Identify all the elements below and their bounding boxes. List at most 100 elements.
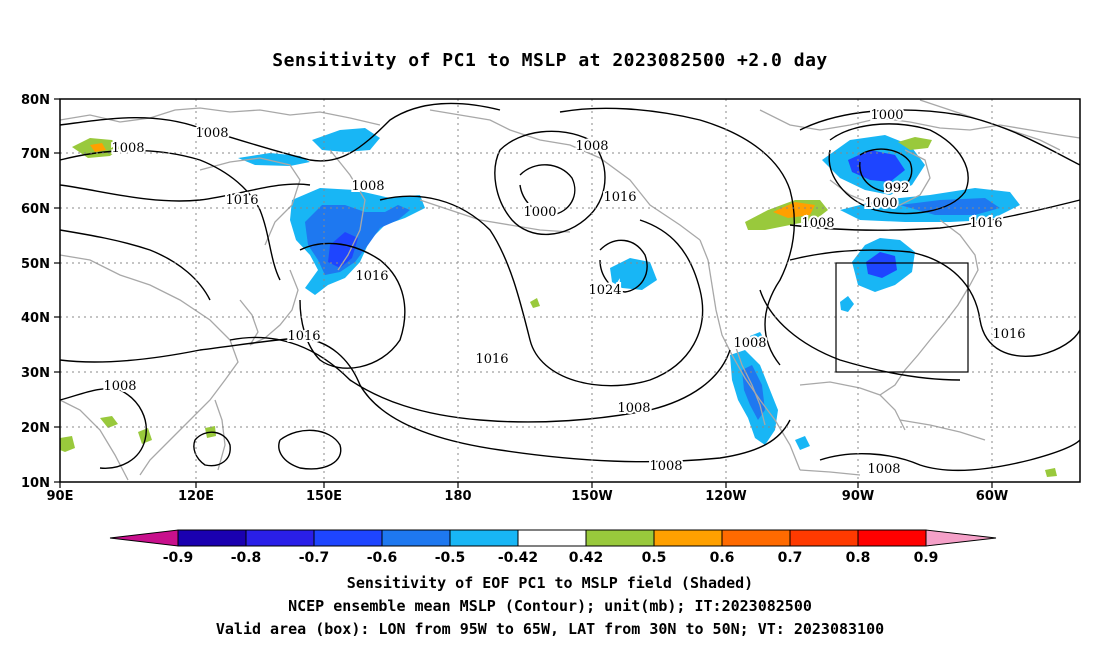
contour-d (59, 229, 211, 301)
shade-negative-hudson-core (848, 150, 905, 182)
contour-label: 1016 (969, 216, 1002, 231)
longitude-axis: 90E 120E 150E 180 150W 120W 90W 60W (47, 482, 1008, 504)
contour-n (859, 148, 913, 193)
caption-valid-area: Valid area (box): LON from 95W to 65W, L… (215, 620, 885, 638)
lat-tick-label: 30N (21, 366, 50, 381)
colorbar-segment (789, 529, 859, 547)
contour-label: 1016 (603, 190, 636, 205)
contour-s (59, 388, 147, 469)
shade-positive-atlantic (1045, 468, 1057, 477)
caption-shading: Sensitivity of EOF PC1 to MSLP field (Sh… (346, 574, 754, 592)
contour-label: 1008 (103, 379, 136, 394)
colorbar-label: -0.8 (231, 550, 262, 566)
colorbar-label: -0.7 (299, 550, 330, 566)
shade-negative-gulf-alaska (610, 258, 657, 290)
coast-okhotsk (199, 157, 301, 246)
coast-philippines (214, 399, 226, 471)
colorbar-segment (857, 529, 927, 547)
contour-label: 1008 (195, 126, 228, 141)
contour-k (559, 107, 795, 366)
contour-label: 1008 (351, 179, 384, 194)
contour-label: 1016 (287, 329, 320, 344)
contour-label: 1016 (992, 327, 1025, 342)
map-area: 1008 1008 1016 1008 1016 1016 1008 1000 1016 1024… (59, 98, 1081, 483)
graticule (60, 99, 1080, 482)
contour-m (828, 123, 969, 215)
colorbar-label: 0.7 (778, 550, 803, 566)
contour-u (278, 429, 342, 470)
shade-positive-sw (60, 436, 75, 452)
coast-baja (734, 344, 766, 426)
colorbar-arrow-left (109, 529, 179, 547)
shade-positive-pacific-a (530, 298, 540, 308)
contour-i (494, 130, 606, 236)
colorbar-segment (245, 529, 315, 547)
contour-label: 1008 (801, 216, 834, 231)
colorbar-segment (381, 529, 451, 547)
colorbar-segment (721, 529, 791, 547)
shade-negative-okhotsk (238, 153, 310, 166)
lat-tick-label: 80N (21, 93, 50, 108)
shade-negative-bering (312, 128, 380, 152)
lat-tick-label: 50N (21, 257, 50, 272)
colorbar-segment (653, 529, 723, 547)
lat-tick-label: 40N (21, 311, 50, 326)
contour-g (229, 336, 731, 423)
coast-cuba (899, 419, 986, 441)
shade-positive-scs-a (100, 416, 118, 428)
lon-tick-label: 120W (705, 489, 746, 504)
contour-label: 1000 (864, 196, 897, 211)
colorbar-label: -0.9 (163, 550, 194, 566)
contour-label: 1008 (617, 401, 650, 416)
coast-japan (249, 269, 299, 346)
valid-area-box (835, 262, 969, 373)
lon-tick-label: 150E (306, 489, 342, 504)
contour-p (789, 199, 1081, 231)
shade-negative-small-a (840, 296, 854, 312)
contour-label: 1016 (475, 352, 508, 367)
colorbar-segment (449, 529, 519, 547)
colorbar-label: -0.42 (498, 550, 538, 566)
colorbar-arrow-right (925, 529, 997, 547)
chart-title: Sensitivity of PC1 to MSLP at 2023082500… (272, 50, 828, 71)
shade-positive-scs-b (138, 428, 152, 444)
lon-tick-label: 150W (571, 489, 612, 504)
coast-gulf (799, 381, 906, 431)
lat-tick-label: 60N (21, 202, 50, 217)
contour-label: 1008 (575, 139, 608, 154)
shade-negative-labrador-core (900, 198, 1000, 215)
shade-negative-baja-core (742, 365, 765, 420)
contour-h (59, 337, 791, 463)
coast-korea (239, 299, 259, 346)
lat-tick-label: 20N (21, 421, 50, 436)
shade-positive-greenland (898, 137, 932, 150)
colorbar-label: 0.9 (914, 550, 939, 566)
coast-labrador (939, 219, 979, 286)
colorbar-label: 0.6 (710, 550, 735, 566)
colorbar-label: -0.6 (367, 550, 398, 566)
lon-tick-label: 120E (178, 489, 214, 504)
coast-central-america (799, 469, 861, 476)
contour-e (379, 195, 704, 387)
colorbar-label: 0.5 (642, 550, 667, 566)
lon-tick-label: 180 (444, 489, 471, 504)
coast-kamchatka (329, 149, 366, 271)
contour-label: 1008 (111, 141, 144, 156)
coast-china (59, 254, 239, 476)
colorbar-segment (585, 529, 655, 547)
coast-eastus (879, 284, 971, 396)
contour-label: 992 (885, 181, 910, 196)
contour-label: 1024 (588, 283, 621, 298)
contour-label-layer: 1008 1008 1016 1008 1016 1016 1008 1000 1016 1024… (101, 106, 1027, 479)
shade-positive-siberia-core (90, 143, 106, 152)
contour-label: 1008 (867, 462, 900, 477)
shade-negative-great-lakes-core (866, 252, 897, 278)
contour-t (193, 431, 231, 467)
coast-indochina (59, 399, 129, 481)
map-frame (59, 98, 1081, 483)
coast-hudson (829, 149, 931, 206)
shade-negative-small-b (750, 332, 766, 348)
contour-label: 1016 (355, 269, 388, 284)
lon-tick-label: 60W (976, 489, 1008, 504)
colorbar-label: -0.5 (435, 550, 466, 566)
